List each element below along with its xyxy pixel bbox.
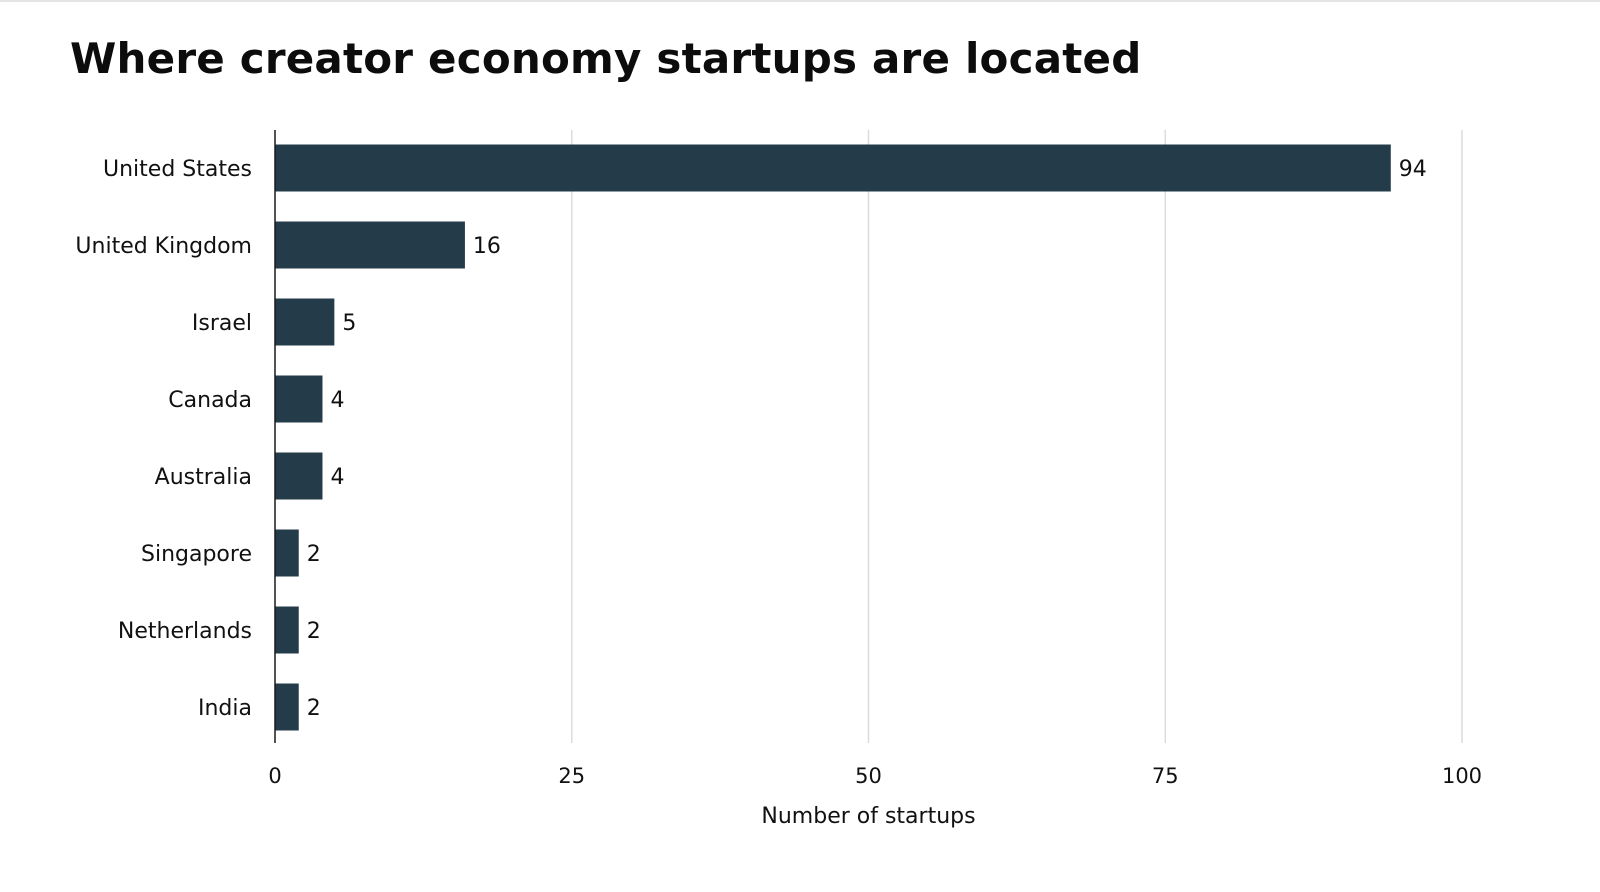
gridlines — [571, 130, 1463, 743]
category-label-united-kingdom: United Kingdom — [75, 234, 252, 259]
value-label-united-kingdom: 16 — [473, 234, 501, 259]
bar-australia — [275, 452, 323, 500]
value-label-india: 2 — [307, 696, 321, 721]
bar-israel — [275, 298, 335, 346]
category-label-israel: Israel — [192, 311, 252, 336]
top-rule — [0, 0, 1600, 2]
chart-title: Where creator economy startups are locat… — [70, 34, 1142, 83]
value-labels: 94 16 5 4 4 2 2 2 — [307, 157, 1427, 721]
bar-united-kingdom — [275, 221, 465, 269]
value-label-canada: 4 — [330, 388, 344, 413]
category-label-australia: Australia — [155, 465, 252, 490]
value-label-israel: 5 — [342, 311, 356, 336]
value-label-singapore: 2 — [307, 542, 321, 567]
category-label-canada: Canada — [168, 388, 252, 413]
category-label-india: India — [198, 696, 252, 721]
bar-netherlands — [275, 606, 299, 654]
value-label-netherlands: 2 — [307, 619, 321, 644]
bar-canada — [275, 375, 323, 423]
bar-united-states — [275, 144, 1391, 192]
x-tick-label-100: 100 — [1442, 764, 1482, 788]
category-label-netherlands: Netherlands — [118, 619, 252, 644]
category-label-united-states: United States — [103, 157, 252, 182]
category-label-singapore: Singapore — [141, 542, 252, 567]
value-label-australia: 4 — [330, 465, 344, 490]
category-labels: United States United Kingdom Israel Canada A… — [75, 157, 252, 721]
x-tick-labels: 0 25 50 75 100 — [268, 764, 1482, 788]
x-axis-title: Number of startups — [761, 804, 975, 829]
x-tick-label-50: 50 — [855, 764, 882, 788]
bar-singapore — [275, 529, 299, 577]
x-tick-label-75: 75 — [1152, 764, 1179, 788]
x-tick-label-0: 0 — [268, 764, 281, 788]
x-tick-label-25: 25 — [558, 764, 585, 788]
bar-india — [275, 683, 299, 731]
bars — [275, 144, 1391, 731]
value-label-united-states: 94 — [1399, 157, 1427, 182]
